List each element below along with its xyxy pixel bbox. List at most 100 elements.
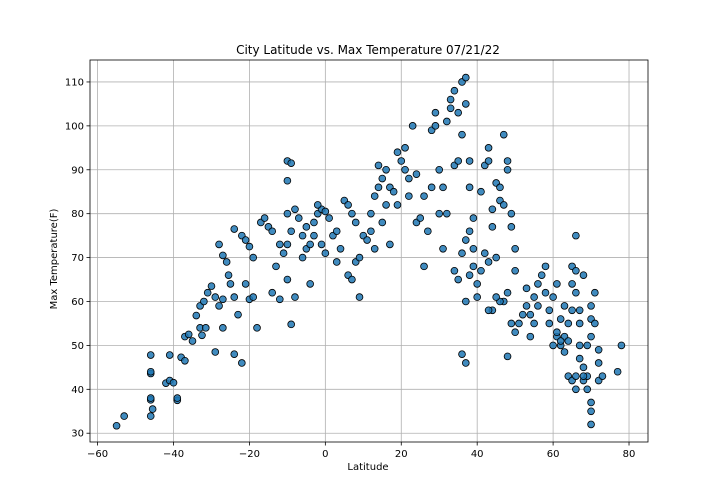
data-point	[241, 280, 250, 288]
data-point	[192, 311, 201, 320]
data-point	[575, 341, 584, 350]
data-point	[420, 262, 428, 271]
x-axis-label: Latitude	[347, 462, 388, 473]
data-point	[230, 225, 239, 233]
data-point	[184, 330, 193, 339]
data-point	[249, 253, 258, 262]
plot-frame	[89, 59, 649, 443]
data-point	[412, 170, 421, 178]
data-point	[439, 183, 447, 192]
data-point	[579, 271, 588, 279]
data-point	[219, 251, 227, 260]
data-point	[378, 218, 387, 227]
data-point	[370, 245, 379, 253]
data-point	[450, 266, 459, 275]
data-point	[397, 157, 406, 165]
data-point	[587, 398, 595, 407]
data-point	[283, 209, 292, 218]
data-point	[503, 157, 512, 165]
data-point	[431, 122, 440, 130]
data-point	[146, 412, 155, 420]
x-tick-label: −20	[239, 449, 260, 460]
data-point	[461, 100, 470, 108]
data-point	[313, 201, 322, 209]
data-point	[484, 306, 493, 315]
chart-title: City Latitude vs. Max Temperature 07/21/…	[236, 43, 500, 57]
data-point	[465, 157, 474, 165]
data-point	[374, 161, 383, 170]
data-point	[572, 288, 580, 297]
x-tick-label: 80	[623, 449, 636, 460]
data-point	[424, 227, 432, 236]
data-point	[461, 359, 470, 367]
data-point	[226, 280, 235, 288]
data-point	[173, 394, 182, 402]
data-point	[583, 385, 592, 394]
data-point	[310, 218, 318, 227]
data-point	[522, 284, 531, 293]
data-point	[553, 280, 561, 288]
x-tick-label: 0	[322, 449, 328, 460]
data-point	[198, 331, 206, 340]
data-point	[201, 324, 210, 332]
data-point	[291, 293, 299, 301]
data-point	[291, 205, 299, 214]
data-point	[200, 297, 208, 306]
data-point	[484, 144, 493, 152]
data-point	[405, 174, 413, 183]
data-point	[484, 258, 493, 266]
data-point	[268, 227, 277, 236]
data-point	[203, 288, 212, 297]
data-point	[458, 249, 466, 257]
data-point	[454, 108, 463, 117]
data-point	[515, 319, 523, 328]
data-point	[461, 236, 470, 244]
data-point	[181, 356, 189, 365]
data-point	[469, 262, 478, 271]
y-tick-label: 110	[65, 77, 84, 88]
data-point	[215, 240, 223, 249]
y-tick-label: 70	[71, 253, 84, 264]
data-point	[458, 350, 466, 358]
data-point	[249, 293, 258, 301]
data-point	[564, 337, 573, 345]
data-point	[575, 306, 584, 315]
data-point	[446, 104, 455, 113]
data-point	[234, 310, 242, 319]
data-point	[469, 245, 478, 253]
y-tick-label: 40	[71, 385, 84, 396]
data-point	[473, 293, 481, 301]
data-point	[146, 394, 155, 402]
data-point	[389, 187, 398, 196]
y-tick-label: 60	[71, 297, 84, 308]
x-tick-label: −60	[87, 449, 108, 460]
data-point	[511, 328, 519, 337]
y-tick-label: 80	[71, 209, 84, 220]
data-point	[408, 122, 417, 130]
data-point	[477, 266, 485, 275]
data-point	[401, 165, 409, 174]
data-point	[241, 236, 250, 244]
x-tick-label: −40	[163, 449, 184, 460]
data-point	[230, 293, 239, 301]
data-point	[420, 192, 428, 200]
x-tick-label: 40	[471, 449, 484, 460]
y-tick-label: 100	[65, 121, 84, 132]
data-point	[348, 209, 356, 218]
data-point	[492, 253, 500, 262]
data-point	[572, 385, 580, 394]
data-point	[537, 271, 546, 279]
data-point	[454, 157, 463, 165]
data-point	[598, 372, 607, 380]
data-point	[439, 245, 447, 253]
y-tick-label: 30	[71, 429, 84, 440]
data-point	[461, 297, 470, 306]
data-point	[553, 328, 561, 337]
data-point	[587, 420, 595, 429]
data-point	[283, 240, 292, 249]
data-point	[480, 249, 489, 257]
data-point	[572, 372, 580, 380]
y-tick-label: 90	[71, 165, 84, 176]
data-point	[507, 319, 516, 328]
data-point	[279, 249, 288, 257]
